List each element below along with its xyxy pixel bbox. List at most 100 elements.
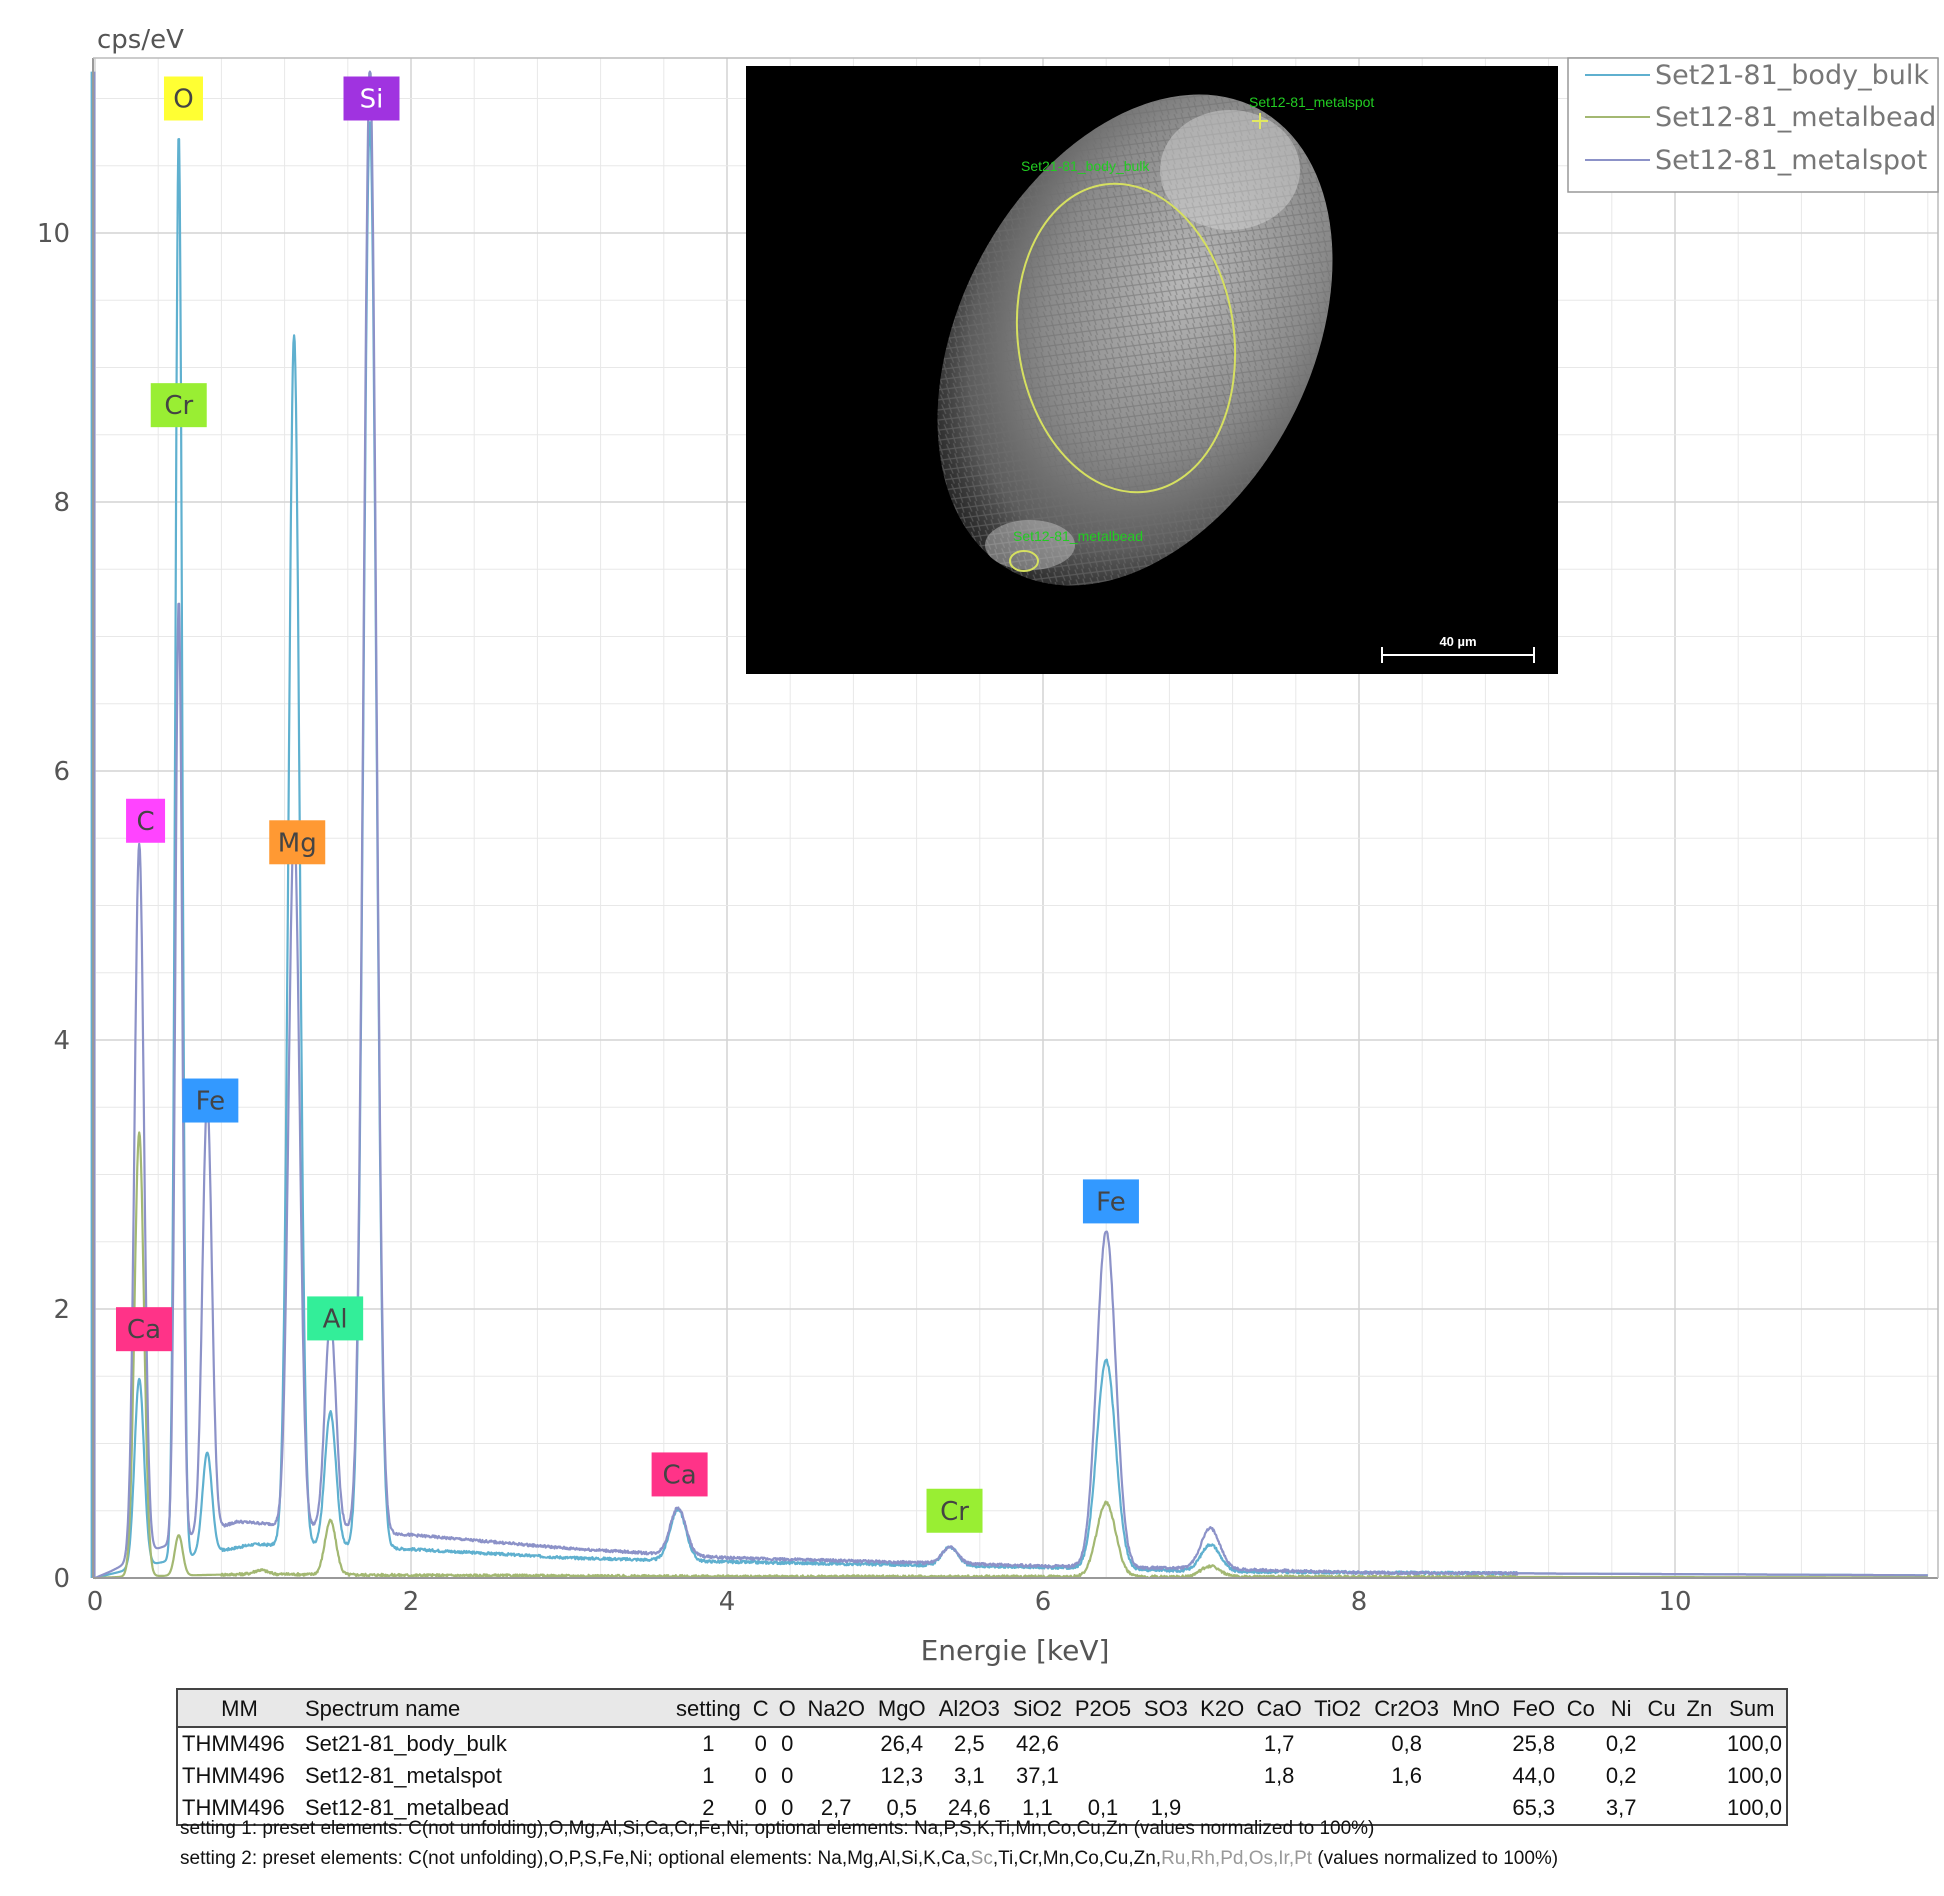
element-label-Al: Al xyxy=(307,1296,364,1341)
table-cell: THMM496 xyxy=(182,1795,285,1820)
table-cell: 0,5 xyxy=(886,1795,918,1820)
table-row: THMM496 Set12-81_metalbead 2 0 0 2,7 0,5… xyxy=(177,1792,1787,1825)
element-label-box xyxy=(307,1296,364,1341)
element-label-text: Fe xyxy=(196,1087,226,1117)
y-tick-label: 10 xyxy=(37,219,70,249)
table-cell xyxy=(1561,1760,1600,1792)
legend-label-body-bulk: Set21-81_body_bulk xyxy=(1655,60,1929,91)
table-cell xyxy=(1138,1760,1194,1792)
table-cell: THMM496 xyxy=(182,1731,285,1756)
element-label-box xyxy=(115,1307,172,1352)
table-cell xyxy=(1642,1760,1681,1792)
table-cell: 25,8 xyxy=(1512,1731,1556,1756)
table-cell xyxy=(1367,1792,1446,1825)
table-cell: 0,2 xyxy=(1605,1763,1637,1788)
x-tick-label: 2 xyxy=(403,1587,420,1617)
table-cell: 26,4 xyxy=(880,1731,924,1756)
legend-label-metalbead: Set12-81_metalbead xyxy=(1655,102,1936,133)
element-label-Fe: Fe xyxy=(1082,1179,1139,1224)
element-label-text: Ca xyxy=(663,1460,697,1490)
table-cell xyxy=(1446,1760,1506,1792)
table-cell: 37,1 xyxy=(1016,1763,1059,1788)
element-label-text: O xyxy=(173,85,193,115)
table-cell xyxy=(1446,1727,1506,1760)
table-cell: 1,1 xyxy=(1022,1795,1053,1820)
element-label-Fe: Fe xyxy=(182,1078,239,1123)
column-header: MgO xyxy=(871,1689,932,1728)
y-tick-label: 2 xyxy=(53,1295,70,1325)
element-label-box xyxy=(182,1078,239,1123)
element-label-Si: Si xyxy=(343,76,400,121)
table-cell: 44,0 xyxy=(1512,1763,1556,1788)
table-cell: THMM496 xyxy=(182,1763,285,1788)
element-label-text: Ca xyxy=(127,1315,161,1345)
column-header: Sum xyxy=(1717,1689,1787,1728)
column-header: Spectrum name xyxy=(301,1689,669,1728)
element-label-C: C xyxy=(126,798,166,843)
table-cell xyxy=(1194,1760,1250,1792)
table-cell xyxy=(801,1727,872,1760)
table-cell: 24,6 xyxy=(947,1795,991,1820)
metalspot-crosshair xyxy=(1252,113,1268,129)
legend: Set21-81_body_bulk Set12-81_metalbead Se… xyxy=(1567,57,1939,193)
column-header: Co xyxy=(1561,1689,1601,1728)
element-label-text: Mg xyxy=(278,828,317,858)
element-label-box xyxy=(651,1452,708,1497)
element-label-box xyxy=(269,820,326,865)
table-cell: 0 xyxy=(781,1795,794,1820)
table-cell xyxy=(1681,1760,1717,1792)
note-setting-1: setting 1: preset elements: C(not unfold… xyxy=(180,1818,1375,1839)
table-cell xyxy=(1642,1727,1681,1760)
table-cell: 2,5 xyxy=(953,1731,985,1756)
x-axis-label: Energie [keV] xyxy=(921,1634,1110,1667)
x-tick-label: 4 xyxy=(719,1587,736,1617)
table-cell: 2,7 xyxy=(820,1795,852,1820)
x-tick-label: 10 xyxy=(1658,1587,1691,1617)
note-setting-2-grey: Ru,Rh,Pd,Os,Ir,Pt xyxy=(1161,1848,1313,1869)
table-cell: 1,8 xyxy=(1263,1763,1295,1788)
table-cell xyxy=(801,1760,872,1792)
table-cell: 1 xyxy=(702,1731,715,1756)
table-cell: 100,0 xyxy=(1726,1795,1782,1820)
table-cell: 100,0 xyxy=(1726,1731,1782,1756)
table-cell xyxy=(1068,1760,1138,1792)
x-tick-label: 6 xyxy=(1035,1587,1052,1617)
micrograph-label-body-bulk: Set21-81_body_bulk xyxy=(1021,158,1150,174)
element-label-text: C xyxy=(136,807,154,837)
element-label-text: Cr xyxy=(164,391,193,421)
table-cell: 0 xyxy=(754,1731,767,1756)
table-row: THMM496 Set12-81_metalspot 1 0 0 12,3 3,… xyxy=(177,1760,1787,1792)
table-cell: 12,3 xyxy=(880,1763,924,1788)
note-setting-2: setting 2: preset elements: C(not unfold… xyxy=(180,1848,1558,1870)
column-header: Na2O xyxy=(800,1689,872,1728)
y-tick-label: 6 xyxy=(53,757,70,787)
table-cell xyxy=(1308,1727,1367,1760)
table-header-row: MM Spectrum name setting C O Na2O MgO Al… xyxy=(177,1689,1787,1728)
y-tick-label: 4 xyxy=(53,1026,70,1056)
element-label-Cr: Cr xyxy=(926,1488,983,1533)
table-cell: Set12-81_metalbead xyxy=(305,1795,510,1820)
table-cell: 42,6 xyxy=(1016,1731,1059,1756)
column-header: O xyxy=(773,1689,801,1728)
y-tick-label: 0 xyxy=(53,1564,70,1594)
column-header: P2O5 xyxy=(1068,1689,1138,1728)
x-tick-label: 0 xyxy=(87,1587,104,1617)
table-cell xyxy=(1681,1727,1717,1760)
composition-table-container: MM Spectrum name setting C O Na2O MgO Al… xyxy=(176,1688,1788,1826)
table-cell: 1,7 xyxy=(1263,1731,1295,1756)
table-cell: 2 xyxy=(702,1795,715,1820)
table-cell xyxy=(1642,1792,1681,1825)
column-header: SiO2 xyxy=(1006,1689,1069,1728)
table-cell xyxy=(1138,1727,1194,1760)
table-cell xyxy=(1561,1792,1600,1825)
table-cell: 1,6 xyxy=(1391,1763,1422,1788)
column-header: MnO xyxy=(1446,1689,1507,1728)
element-label-box xyxy=(343,76,400,121)
column-header: CaO xyxy=(1250,1689,1308,1728)
element-label-text: Al xyxy=(323,1304,348,1334)
metalbead-region-ellipse xyxy=(1009,550,1039,572)
legend-label-metalspot: Set12-81_metalspot xyxy=(1655,145,1927,176)
column-header: MM xyxy=(177,1689,301,1728)
scale-bar xyxy=(1381,647,1535,663)
note-setting-2-part: setting 2: preset elements: C(not unfold… xyxy=(180,1848,971,1869)
